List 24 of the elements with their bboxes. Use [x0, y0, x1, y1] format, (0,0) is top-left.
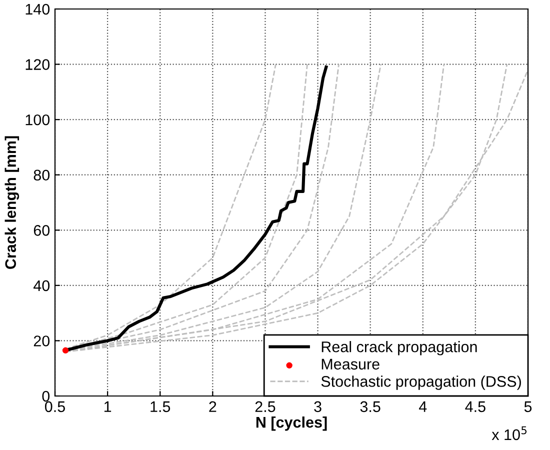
x-tick-label: 4.5 — [465, 401, 486, 412]
x-tick-label: 3 — [314, 401, 322, 412]
x-axis-title: N [cycles] — [256, 416, 327, 431]
legend-label: Measure — [322, 358, 380, 370]
y-tick-label: 20 — [34, 336, 50, 346]
x-tick-label: 5 — [524, 401, 532, 412]
text: x 10$^{5}$ — [492, 426, 527, 440]
x-tick-label: 1 — [104, 401, 112, 412]
y-tick-label: 40 — [34, 280, 50, 292]
x-tick-label: 2 — [209, 401, 216, 412]
legend-label: Stochastic propagation (DSS) — [321, 376, 521, 390]
y-tick-label: 100 — [26, 114, 50, 126]
y-tick-label: 80 — [34, 170, 50, 181]
x-tick-label: 0.5 — [44, 401, 65, 412]
x-tick-label: 4 — [418, 401, 427, 412]
x-tick-label: 3.5 — [360, 401, 380, 412]
x-tick-label: 1.5 — [150, 401, 170, 412]
y-tick-label: 120 — [26, 59, 50, 70]
legend-label: Real crack propagation — [322, 341, 477, 356]
y-tick-label: 0 — [42, 390, 50, 402]
y-tick-label: 60 — [34, 225, 50, 236]
x-tick-label: 2.5 — [255, 401, 276, 412]
y-axis-title: Crack length [mm] — [4, 136, 20, 269]
y-tick-label: 140 — [26, 4, 50, 15]
